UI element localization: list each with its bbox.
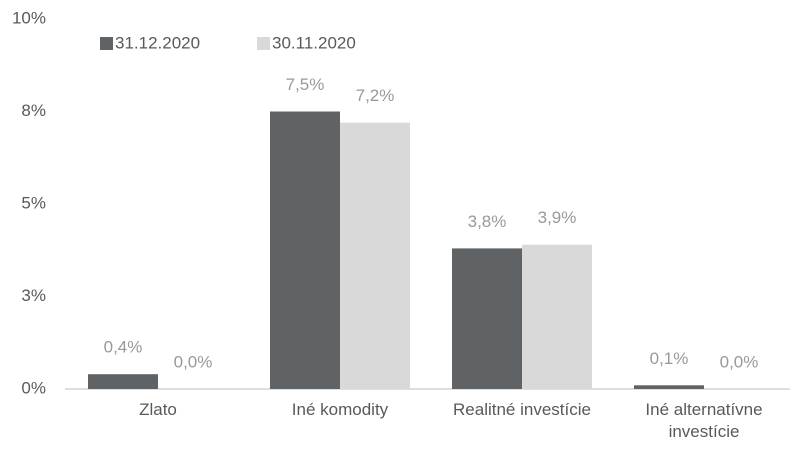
data-label: 0,1% [650,349,689,368]
data-label: 3,9% [538,208,577,227]
y-tick-label: 10% [12,8,46,27]
x-tick-label: Iné komodity [291,400,389,419]
x-tick-label: Iné alternatívne investície [645,400,763,441]
data-label: 0,0% [720,352,759,371]
bar [88,374,158,389]
x-tick-label: Realitné investície [453,400,591,419]
legend-swatch [100,37,113,50]
x-tick-label: Zlato [139,400,177,419]
legend-label: 31.12.2020 [115,33,200,52]
bar [452,248,522,389]
bar [340,122,410,389]
data-label: 0,0% [174,352,213,371]
y-tick-label: 5% [21,193,46,212]
data-label: 7,2% [356,86,395,105]
bar [522,244,592,389]
data-label: 3,8% [468,212,507,231]
legend-swatch [257,37,270,50]
data-label: 0,4% [104,338,143,357]
y-tick-label: 0% [21,378,46,397]
bar [270,111,340,389]
legend-label: 30.11.2020 [272,33,356,52]
bar [634,385,704,389]
data-label: 7,5% [286,75,325,94]
y-tick-label: 8% [21,101,46,120]
y-tick-label: 3% [21,286,46,305]
